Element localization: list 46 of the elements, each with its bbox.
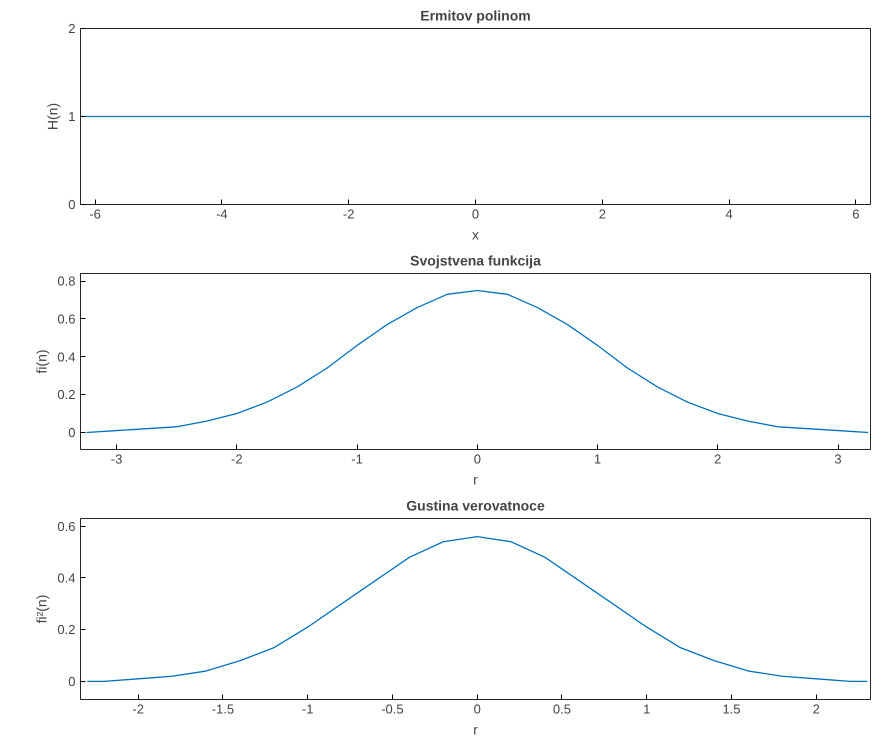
y-tick-label: 0.4 — [57, 570, 76, 586]
x-tick-label: 0 — [472, 206, 480, 222]
x-axis-title: r — [473, 472, 478, 488]
y-tick-label: 0.8 — [57, 274, 76, 289]
x-tick-label: 0.5 — [552, 702, 571, 716]
y-tick-label: 0 — [68, 197, 76, 212]
chart-title: Ermitov polinom — [420, 8, 531, 24]
x-tick-label: 1 — [594, 452, 602, 466]
x-axis-title: x — [472, 226, 479, 242]
y-tick-label: 0.6 — [57, 311, 76, 326]
x-tick-label: -2 — [132, 702, 144, 716]
x-tick-label: 6 — [852, 206, 860, 222]
y-tick-label: 0 — [68, 424, 76, 440]
x-tick-label: 2 — [812, 702, 820, 716]
x-tick-label: -6 — [89, 206, 101, 222]
y-tick-label: 0.4 — [57, 349, 76, 364]
x-tick-label: 2 — [598, 206, 606, 222]
x-tick-label: -1 — [302, 702, 314, 716]
y-tick-label: 0.2 — [57, 622, 76, 638]
x-tick-label: -2 — [231, 452, 243, 466]
y-tick-label: 1 — [68, 109, 76, 124]
chart-title: Svojstvena funkcija — [410, 252, 542, 268]
x-axis-title: r — [473, 722, 478, 738]
x-tick-label: -0.5 — [381, 702, 404, 716]
x-tick-label: -3 — [110, 452, 122, 466]
y-tick-label: 0.6 — [57, 518, 76, 534]
x-tick-label: 0 — [474, 452, 481, 466]
y-tick-label: 2 — [68, 21, 76, 36]
chart-title: Gustina verovatnoce — [406, 498, 545, 514]
x-tick-label: 1.5 — [722, 702, 741, 716]
x-tick-label: 3 — [834, 452, 842, 466]
y-tick-label: 0 — [68, 674, 76, 689]
x-tick-label: -4 — [216, 206, 228, 222]
y-tick-label: 0.2 — [57, 387, 76, 402]
x-tick-label: 4 — [725, 206, 733, 222]
y-axis-title: fi²(n) — [33, 594, 50, 624]
x-tick-label: -1.5 — [212, 702, 234, 716]
y-axis-title: H(n) — [44, 102, 60, 130]
x-tick-label: 0 — [474, 702, 481, 716]
x-tick-label: 2 — [714, 452, 722, 466]
y-axis-title: fi(n) — [33, 349, 50, 374]
x-tick-label: -1 — [351, 452, 363, 466]
line-series — [86, 536, 868, 682]
x-tick-label: -2 — [342, 206, 354, 222]
x-tick-label: 1 — [643, 702, 650, 716]
line-series — [86, 290, 869, 434]
